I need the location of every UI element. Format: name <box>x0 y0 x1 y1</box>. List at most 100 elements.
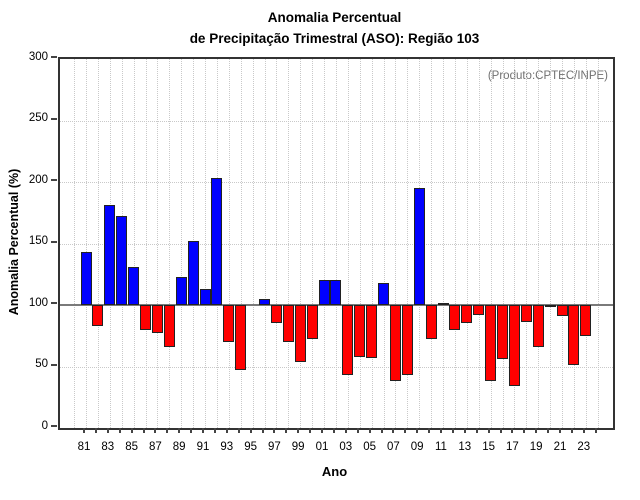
bar-1982 <box>92 305 104 326</box>
x-tick-label-91: 91 <box>196 441 210 453</box>
y-tick <box>51 240 57 243</box>
x-tick-label-81: 81 <box>77 441 91 453</box>
bar-1987 <box>151 305 163 334</box>
bar-2013 <box>461 305 473 324</box>
plot-area: (Produto:CPTEC/INPE) <box>58 57 615 430</box>
bar-2004 <box>354 305 366 357</box>
x-tick <box>582 428 585 433</box>
bar-2016 <box>497 305 508 360</box>
bar-1993 <box>223 305 235 342</box>
bar-2010 <box>425 305 437 340</box>
bar-1988 <box>163 305 175 347</box>
bar-2015 <box>485 305 497 382</box>
bar-2014 <box>473 305 485 315</box>
x-tick <box>273 428 276 433</box>
y-tick <box>51 117 57 120</box>
bar-2000 <box>306 305 318 340</box>
y-tick-label-100: 100 <box>28 296 48 309</box>
bar-1985 <box>128 266 140 305</box>
bar-2012 <box>449 305 461 330</box>
x-tick <box>118 428 121 433</box>
bar-1989 <box>175 276 187 305</box>
x-tick <box>106 428 109 433</box>
x-tick <box>428 428 431 433</box>
x-tick <box>380 428 383 433</box>
y-tick <box>51 56 57 58</box>
y-tick <box>51 179 57 181</box>
h-gridline <box>60 182 613 183</box>
x-tick-label-97: 97 <box>267 441 281 453</box>
bar-2001 <box>318 280 330 305</box>
x-tick-label-83: 83 <box>101 441 115 453</box>
x-tick-label-11: 11 <box>435 441 447 453</box>
x-tick <box>416 428 419 433</box>
x-tick <box>392 428 395 433</box>
x-tick <box>130 428 133 433</box>
x-tick <box>499 428 502 433</box>
x-tick <box>523 428 526 433</box>
bar-1983 <box>104 205 116 305</box>
bar-2003 <box>342 305 354 376</box>
bar-2018 <box>520 305 532 323</box>
bar-2023 <box>580 305 592 336</box>
x-tick <box>594 428 597 433</box>
x-tick-label-03: 03 <box>339 441 353 453</box>
bar-2020 <box>544 305 556 308</box>
bar-2019 <box>532 305 544 347</box>
bar-1992 <box>211 178 223 305</box>
y-tick-label-250: 250 <box>28 112 48 124</box>
bar-1990 <box>187 241 199 305</box>
x-tick-label-19: 19 <box>529 441 543 453</box>
bar-1981 <box>80 252 92 305</box>
x-tick <box>356 428 359 433</box>
x-axis-title: Ano <box>321 464 348 479</box>
y-tick-label-300: 300 <box>28 50 48 63</box>
x-tick-label-05: 05 <box>363 441 376 453</box>
h-gridline <box>60 366 613 368</box>
y-tick-label-50: 50 <box>35 358 48 370</box>
x-tick <box>368 428 371 433</box>
x-tick <box>463 428 466 433</box>
x-tick <box>440 428 442 433</box>
x-tick-label-15: 15 <box>482 441 495 453</box>
bar-2002 <box>330 280 342 305</box>
x-tick <box>154 428 157 433</box>
x-tick <box>225 428 228 433</box>
bar-1986 <box>140 305 151 330</box>
bar-2006 <box>378 282 389 305</box>
y-tick <box>51 425 57 427</box>
bar-2005 <box>366 305 378 358</box>
x-tick-label-01: 01 <box>315 441 329 453</box>
x-tick <box>83 428 85 433</box>
x-tick <box>475 428 478 433</box>
bar-1984 <box>116 216 128 305</box>
x-tick <box>237 428 240 433</box>
x-tick <box>202 428 204 433</box>
h-gridline <box>60 243 613 245</box>
x-tick <box>213 428 216 433</box>
x-tick <box>487 428 490 433</box>
bar-1997 <box>270 305 282 324</box>
bar-2017 <box>508 305 520 387</box>
x-tick-label-23: 23 <box>577 441 591 453</box>
x-tick <box>261 428 264 433</box>
h-gridline <box>60 120 613 122</box>
bar-2022 <box>568 305 580 366</box>
bar-1996 <box>259 298 270 305</box>
bar-1999 <box>294 305 306 362</box>
x-tick <box>404 428 407 433</box>
x-tick <box>297 428 300 433</box>
x-tick <box>285 428 288 433</box>
y-tick <box>51 363 57 366</box>
x-tick <box>547 428 550 433</box>
x-tick-label-89: 89 <box>172 441 186 453</box>
x-tick <box>570 428 573 433</box>
y-tick-label-200: 200 <box>28 173 48 186</box>
baseline-100 <box>60 304 613 306</box>
x-tick <box>190 428 193 433</box>
x-tick-label-85: 85 <box>125 441 138 453</box>
bar-1998 <box>282 305 294 342</box>
x-tick <box>332 428 335 433</box>
x-tick-label-99: 99 <box>291 441 305 453</box>
